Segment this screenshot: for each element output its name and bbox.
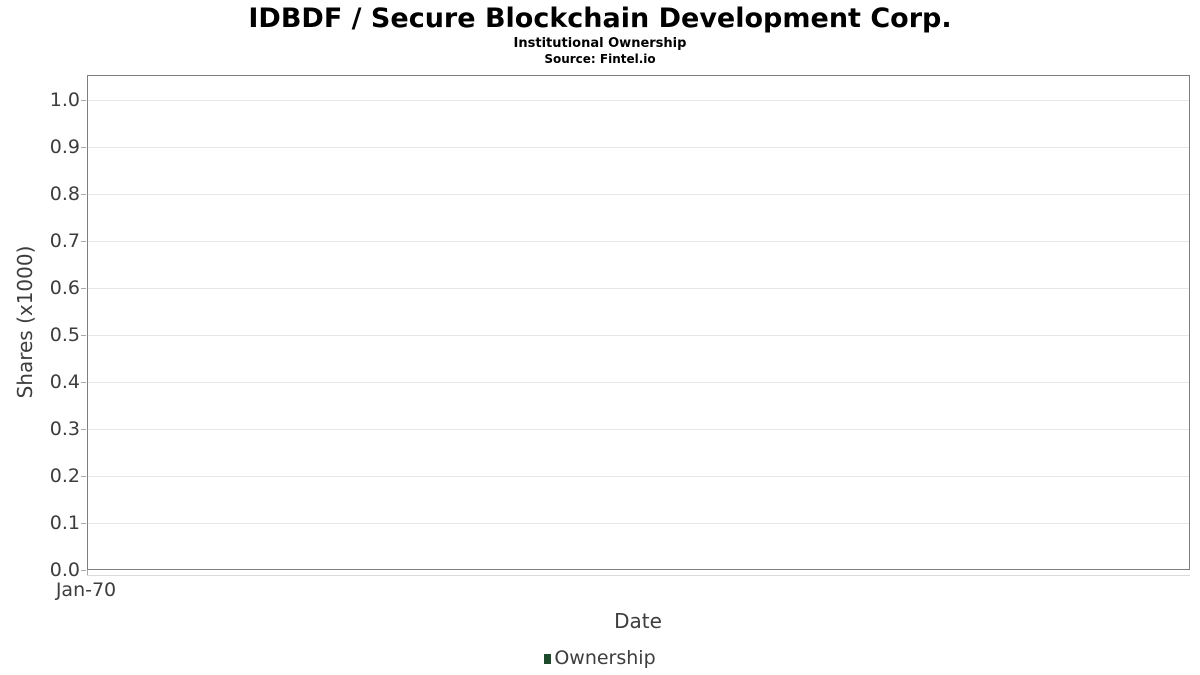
chart-source: Source: Fintel.io — [544, 52, 656, 66]
y-tick-label: 0.8 — [49, 183, 80, 205]
y-tick-mark — [81, 429, 86, 430]
y-tick-label: 0.1 — [49, 512, 80, 534]
gridline-0.4 — [88, 382, 1189, 383]
y-tick-mark — [81, 570, 86, 571]
x-tick-mark — [87, 570, 88, 575]
gridline-0.9 — [88, 147, 1189, 148]
y-tick-label: 0.0 — [49, 559, 80, 581]
gridline-0.1 — [88, 523, 1189, 524]
gridline-0.3 — [88, 429, 1189, 430]
y-tick-mark — [81, 382, 86, 383]
gridline-0.6 — [88, 288, 1189, 289]
legend-label-ownership: Ownership — [554, 647, 656, 669]
y-tick-mark — [81, 147, 86, 148]
y-tick-label: 0.9 — [49, 136, 80, 158]
plot-area — [87, 75, 1190, 570]
y-tick-label: 1.0 — [49, 89, 80, 111]
gridline-0.7 — [88, 241, 1189, 242]
gridline-1.0 — [88, 100, 1189, 101]
chart-title: IDBDF / Secure Blockchain Development Co… — [248, 3, 952, 34]
gridline-0.8 — [88, 194, 1189, 195]
y-tick-mark — [81, 523, 86, 524]
y-tick-label: 0.5 — [49, 324, 80, 346]
y-tick-mark — [81, 476, 86, 477]
y-tick-mark — [81, 194, 86, 195]
y-tick-mark — [81, 335, 86, 336]
y-tick-mark — [81, 288, 86, 289]
y-axis-title: Shares (x1000) — [13, 245, 37, 399]
legend-swatch-ownership-icon — [544, 653, 552, 664]
x-axis-title: Date — [614, 609, 662, 633]
x-axis-baseline — [87, 575, 1190, 576]
y-tick-label: 0.3 — [49, 418, 80, 440]
gridline-0.2 — [88, 476, 1189, 477]
legend: Ownership — [0, 647, 1200, 670]
y-tick-label: 0.7 — [49, 230, 80, 252]
gridline-0.5 — [88, 335, 1189, 336]
y-tick-label: 0.6 — [49, 277, 80, 299]
y-tick-label: 0.2 — [49, 465, 80, 487]
y-tick-mark — [81, 241, 86, 242]
y-tick-label: 0.4 — [49, 371, 80, 393]
x-tick-label: Jan-70 — [55, 579, 117, 601]
chart-subtitle: Institutional Ownership — [513, 36, 687, 51]
y-tick-mark — [81, 100, 86, 101]
